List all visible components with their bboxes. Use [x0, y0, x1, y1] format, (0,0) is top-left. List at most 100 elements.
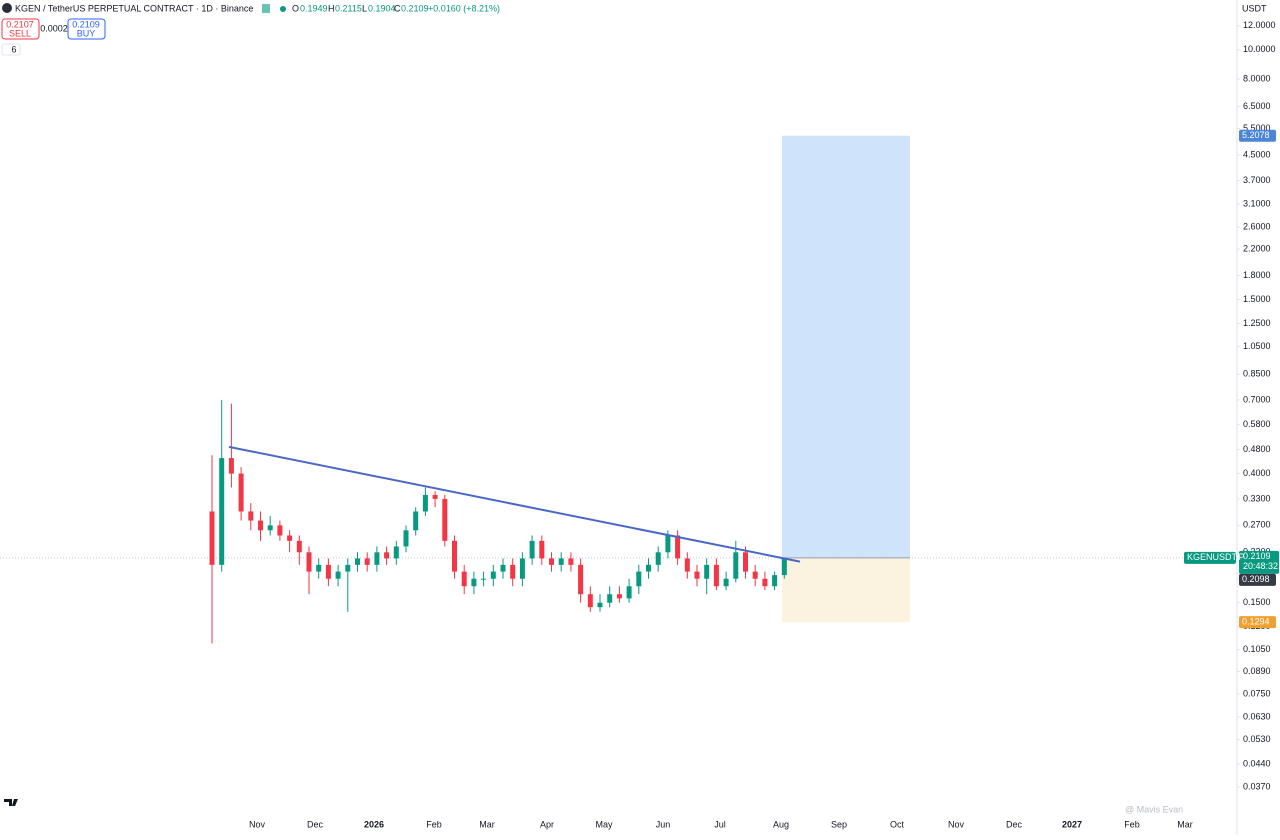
change: +0.0160 (+8.21%): [428, 3, 500, 13]
trendline: [228, 445, 801, 563]
close-label: C: [394, 3, 401, 13]
y-tick-label: 6.5000: [1243, 101, 1271, 111]
candle-body: [713, 564, 719, 587]
x-tick-label: Mar: [1177, 819, 1193, 829]
candle-body: [209, 511, 215, 565]
candle-body: [267, 525, 273, 531]
open-label: O: [292, 3, 299, 13]
candle-body: [393, 546, 399, 559]
stop-tag: 0.1294: [1242, 617, 1270, 627]
candle-body: [258, 520, 263, 531]
y-tick-label: 0.7000: [1243, 394, 1271, 404]
candle-body: [287, 535, 293, 541]
x-tick-label: Aug: [773, 819, 789, 829]
y-tick-label: 0.1500: [1243, 597, 1271, 607]
y-tick-label: 0.4800: [1243, 444, 1271, 454]
target-tag: 5.2078: [1242, 130, 1270, 140]
candle-body: [694, 571, 700, 579]
candle-body: [481, 578, 487, 580]
candle-body: [636, 571, 642, 587]
x-tick-label: Nov: [948, 819, 965, 829]
candle-body: [306, 552, 312, 572]
x-tick-label: Apr: [540, 819, 554, 829]
high-label: H: [328, 3, 335, 13]
candle-body: [355, 558, 360, 565]
candle-body: [277, 525, 283, 536]
candle-body: [762, 578, 768, 587]
prev-close-tag: 0.2098: [1242, 574, 1270, 584]
y-tick-label: 10.0000: [1243, 44, 1276, 54]
symbol-tag-bg: [1184, 551, 1236, 564]
candle-body: [403, 530, 409, 547]
watermark: @ Mavis Evan: [1125, 804, 1183, 814]
y-tick-label: 0.5800: [1243, 419, 1271, 429]
x-tick-label: Sep: [831, 819, 847, 829]
candle-body: [616, 594, 622, 599]
candle-body: [549, 558, 554, 565]
low-label: L: [362, 3, 367, 13]
sell-button[interactable]: [1, 18, 40, 40]
candle-body: [743, 552, 748, 572]
x-tick-label: Dec: [307, 819, 324, 829]
candle-body: [519, 558, 525, 579]
price-tag: 0.2109: [1243, 551, 1271, 561]
candle-body: [325, 564, 331, 579]
y-tick-label: 3.7000: [1243, 175, 1271, 185]
x-tick-label: Feb: [426, 819, 442, 829]
y-tick-label: 1.5000: [1243, 294, 1271, 304]
candle-body: [684, 558, 690, 572]
countdown: 20:48:32: [1243, 561, 1278, 571]
stop-zone: [782, 557, 910, 623]
candle-body: [500, 564, 506, 572]
candle-body: [471, 578, 477, 587]
candle-body: [607, 594, 613, 603]
spread: 0.0002: [40, 23, 68, 33]
y-tick-label: 0.0750: [1243, 688, 1271, 698]
y-tick-label: 0.0630: [1243, 711, 1271, 721]
price-tag-bg: [1239, 550, 1279, 574]
x-tick-label: 2027: [1062, 819, 1082, 829]
y-tick-label: 1.8000: [1243, 270, 1271, 280]
x-tick-label: Jun: [656, 819, 671, 829]
sell-price: 0.2107: [6, 19, 34, 29]
buy-label: BUY: [77, 28, 96, 38]
y-tick-label: 5.5000: [1243, 123, 1271, 133]
candle-body: [704, 564, 710, 579]
buy-button[interactable]: [67, 18, 106, 40]
candle-body: [374, 552, 380, 565]
y-tick-label: 2.2000: [1243, 244, 1271, 254]
candle-body: [539, 540, 545, 559]
candle-body: [316, 564, 322, 572]
candle-body: [490, 571, 496, 579]
candle-body: [752, 571, 758, 579]
y-tick-label: 8.0000: [1243, 74, 1271, 84]
candle-body: [432, 494, 438, 499]
candle-body: [772, 575, 778, 587]
candle-body: [655, 552, 661, 565]
sell-label: SELL: [9, 28, 31, 38]
indicator-count: 6: [11, 44, 16, 54]
y-tick-label: 0.2700: [1243, 520, 1271, 530]
candle-body: [248, 511, 254, 521]
logo: [4, 799, 18, 806]
candle-body: [413, 511, 419, 531]
y-tick-label: 3.1000: [1243, 198, 1271, 208]
header: KGEN / TetherUS PERPETUAL CONTRACT · 1D …: [15, 3, 500, 13]
candle-body: [723, 578, 729, 587]
indicator-toggle[interactable]: [1, 43, 21, 56]
y-tick-label: 1.2500: [1243, 318, 1271, 328]
candle-body: [442, 498, 448, 541]
candle-body: [461, 571, 467, 587]
axis-currency[interactable]: USDT: [1242, 3, 1267, 13]
y-tick-label: 0.8500: [1243, 369, 1271, 379]
y-tick-label: 0.0370: [1243, 781, 1271, 791]
y-tick-label: 0.3300: [1243, 493, 1271, 503]
x-tick-label: Oct: [890, 819, 905, 829]
candle-body: [558, 558, 564, 565]
candle-body: [597, 602, 603, 608]
y-tick-label: 4.5000: [1243, 149, 1271, 159]
prev-close-tag-bg: [1239, 573, 1276, 586]
x-tick-label: Mar: [479, 819, 495, 829]
